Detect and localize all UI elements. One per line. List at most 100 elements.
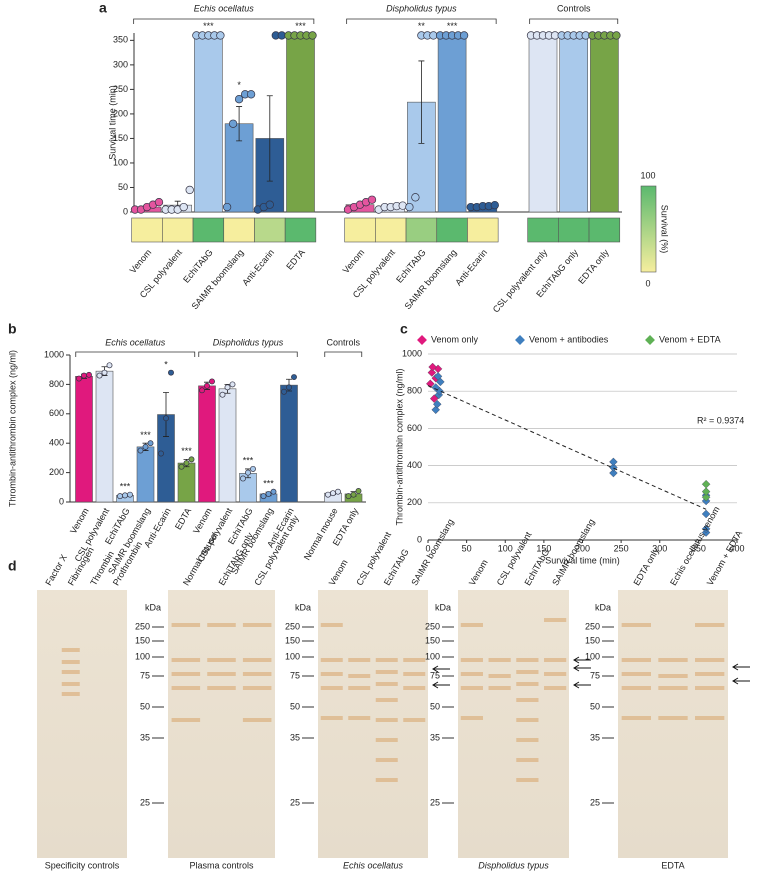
gel-band: [320, 658, 343, 662]
significance-label: ***: [263, 478, 274, 488]
x-axis-title: Survival time (min): [545, 555, 620, 565]
gel-band: [516, 698, 539, 702]
x-tick-label: 50: [462, 543, 472, 553]
gel-band: [516, 682, 539, 686]
gel-band: [621, 672, 651, 676]
data-point: [308, 31, 317, 40]
marker-label: 250: [285, 621, 300, 631]
gel-band: [61, 692, 80, 696]
group-bracket: [75, 351, 196, 357]
marker-label: 50: [430, 701, 440, 711]
significance-label: ***: [181, 446, 192, 456]
gel-band: [61, 682, 80, 686]
y-tick-label: 50: [118, 182, 128, 192]
data-point: [127, 491, 133, 498]
data-point: [142, 443, 149, 450]
y-tick-label: 600: [407, 423, 422, 433]
gel-band: [171, 718, 201, 722]
gel-band: [516, 738, 539, 742]
gel-band: [544, 618, 567, 622]
lane-label: Venom: [327, 558, 350, 587]
gel-band: [621, 623, 651, 627]
marker-label: 250: [425, 621, 440, 631]
data-point: [286, 384, 292, 391]
data-point: [106, 362, 113, 369]
marker-label: 75: [140, 670, 150, 680]
y-tick-label: 0: [417, 534, 422, 544]
x-tick-label: 250: [614, 543, 629, 553]
marker-label: 25: [590, 797, 600, 807]
data-point: [86, 371, 92, 378]
gel-band: [348, 658, 371, 662]
data-point: [122, 492, 128, 499]
gel-band: [516, 670, 539, 674]
gel-band: [460, 623, 483, 627]
gel-band: [171, 623, 201, 627]
gel-band: [695, 672, 725, 676]
data-point: [240, 475, 246, 482]
data-point: [224, 384, 231, 391]
heatmap-cell: [375, 217, 407, 243]
data-point: [185, 185, 194, 195]
legend-marker: [417, 335, 427, 345]
data-point: [325, 491, 331, 498]
gel-band: [695, 686, 725, 690]
y-tick-label: 400: [407, 460, 422, 470]
data-point: [158, 450, 164, 457]
x-tick-label: 400: [729, 543, 744, 553]
lane-label: Venom: [467, 558, 490, 587]
data-point: [216, 31, 225, 40]
gel-band: [460, 658, 483, 662]
bar: [136, 446, 155, 503]
gel-band: [171, 686, 201, 690]
trend-line: [427, 385, 707, 510]
group-label: Controls: [326, 337, 360, 347]
data-point: [117, 493, 123, 500]
kda-label: kDa: [435, 602, 451, 612]
data-point: [163, 415, 169, 422]
gel-band: [544, 658, 567, 662]
gel-band: [375, 778, 398, 782]
gel-band: [207, 672, 236, 676]
gel-band: [375, 718, 398, 722]
data-point: [234, 95, 244, 104]
data-point: [291, 374, 297, 380]
marker-label: 150: [425, 635, 440, 645]
bar: [407, 101, 436, 213]
gel-band: [320, 716, 343, 720]
y-tick-label: 0: [123, 206, 128, 216]
gel-band: [207, 623, 236, 627]
data-point: [204, 382, 210, 389]
colorbar-tick-label: 0: [645, 278, 650, 288]
y-tick-label: 0: [59, 496, 64, 506]
gel-band: [61, 648, 80, 652]
y-tick-label: 300: [113, 59, 128, 69]
gel-band: [516, 758, 539, 762]
marker-label: 35: [590, 732, 600, 742]
gel-band: [375, 682, 398, 686]
heatmap-cell: [558, 217, 590, 243]
data-point: [81, 372, 87, 379]
data-point: [281, 388, 287, 395]
bar: [198, 385, 216, 503]
panel-label: c: [400, 321, 408, 337]
data-point: [209, 378, 215, 385]
gel-band: [460, 716, 483, 720]
gel-band: [242, 718, 272, 722]
x-tick-label: CSL polyvalent only: [491, 247, 550, 314]
heatmap-cell: [467, 217, 499, 243]
data-point: [433, 399, 442, 409]
gel-band: [375, 698, 398, 702]
gel-band: [348, 686, 371, 690]
lane-label: EchiTAbG: [382, 547, 411, 587]
y-tick-label: 350: [113, 35, 128, 45]
gel-band: [403, 658, 426, 662]
marker-label: 100: [135, 651, 150, 661]
x-tick-label: EchiTAbG: [181, 247, 215, 284]
marker-label: 250: [135, 621, 150, 631]
heatmap-cell: [131, 217, 163, 243]
data-point: [228, 119, 238, 128]
marker-label: 100: [585, 651, 600, 661]
gel-band: [488, 674, 511, 678]
